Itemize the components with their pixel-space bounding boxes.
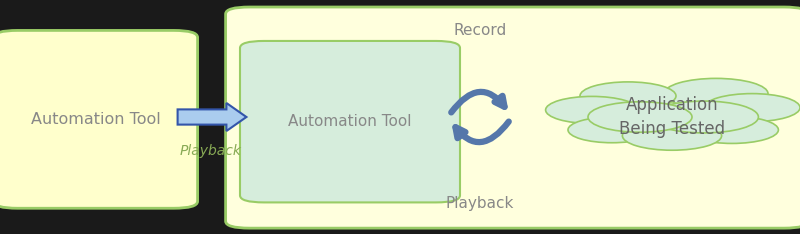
Circle shape bbox=[580, 82, 676, 110]
Circle shape bbox=[622, 121, 722, 150]
FancyBboxPatch shape bbox=[240, 41, 460, 202]
Circle shape bbox=[568, 117, 656, 143]
Text: Automation Tool: Automation Tool bbox=[288, 114, 412, 129]
Text: Playback: Playback bbox=[446, 196, 514, 211]
Text: Record: Record bbox=[454, 23, 506, 38]
Circle shape bbox=[664, 78, 768, 109]
Circle shape bbox=[546, 96, 638, 124]
Circle shape bbox=[704, 94, 800, 122]
Text: Playback: Playback bbox=[179, 144, 242, 158]
Polygon shape bbox=[178, 103, 246, 131]
Circle shape bbox=[588, 102, 692, 132]
Text: Automation Tool: Automation Tool bbox=[30, 112, 161, 127]
Circle shape bbox=[686, 116, 778, 143]
FancyBboxPatch shape bbox=[226, 7, 800, 228]
Circle shape bbox=[650, 101, 758, 133]
Circle shape bbox=[612, 88, 732, 123]
FancyBboxPatch shape bbox=[0, 30, 198, 208]
Text: Application
Being Tested: Application Being Tested bbox=[619, 96, 725, 138]
